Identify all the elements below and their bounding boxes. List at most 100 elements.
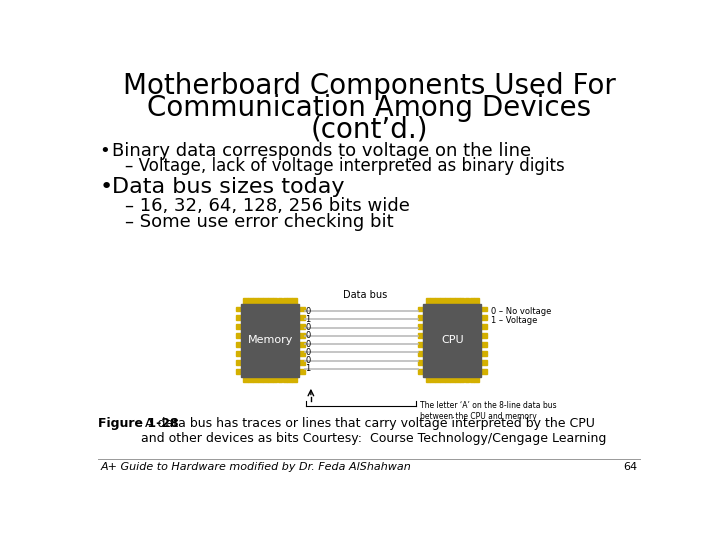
Bar — [282, 377, 287, 382]
Bar — [426, 298, 431, 303]
Bar — [440, 377, 445, 382]
Bar — [436, 377, 440, 382]
Bar — [253, 377, 258, 382]
Bar — [450, 377, 454, 382]
Bar — [258, 298, 263, 303]
Bar — [436, 298, 440, 303]
Text: Binary data corresponds to voltage on the line: Binary data corresponds to voltage on th… — [112, 142, 531, 160]
Bar — [450, 298, 454, 303]
Bar — [268, 298, 272, 303]
Bar — [263, 298, 268, 303]
Bar — [482, 360, 487, 364]
Bar — [278, 298, 282, 303]
Bar — [426, 377, 431, 382]
Bar — [300, 333, 305, 338]
Text: Figure 1-28: Figure 1-28 — [98, 417, 179, 430]
Text: •: • — [99, 142, 110, 160]
Text: 1: 1 — [305, 315, 311, 324]
Bar — [469, 298, 474, 303]
Text: CPU: CPU — [441, 335, 464, 345]
Text: 0: 0 — [305, 332, 311, 340]
Text: – Some use error checking bit: – Some use error checking bit — [125, 213, 394, 231]
Bar — [482, 369, 487, 374]
Text: Data bus: Data bus — [343, 289, 387, 300]
Bar — [418, 307, 423, 311]
Bar — [248, 298, 253, 303]
Bar — [300, 351, 305, 356]
Text: 0: 0 — [305, 356, 311, 365]
Bar — [282, 298, 287, 303]
Text: (cont’d.): (cont’d.) — [310, 116, 428, 144]
Bar — [253, 298, 258, 303]
Bar — [287, 377, 292, 382]
Bar — [273, 377, 277, 382]
Bar — [235, 307, 241, 311]
Bar — [300, 369, 305, 374]
Text: 0: 0 — [305, 340, 311, 349]
Bar — [235, 369, 241, 374]
Bar — [460, 377, 464, 382]
Text: 1: 1 — [305, 364, 311, 374]
Bar — [235, 351, 241, 356]
Text: Motherboard Components Used For: Motherboard Components Used For — [122, 72, 616, 100]
Bar — [258, 377, 263, 382]
Bar — [482, 342, 487, 347]
Text: Memory: Memory — [248, 335, 293, 345]
Bar — [469, 377, 474, 382]
Bar — [423, 303, 482, 377]
Bar — [235, 333, 241, 338]
Bar — [235, 342, 241, 347]
Text: – Voltage, lack of voltage interpreted as binary digits: – Voltage, lack of voltage interpreted a… — [125, 157, 564, 175]
Bar — [474, 377, 479, 382]
Bar — [431, 377, 435, 382]
Bar — [460, 298, 464, 303]
Bar — [235, 315, 241, 320]
Text: 1 – Voltage: 1 – Voltage — [490, 316, 537, 325]
Bar — [300, 360, 305, 364]
Bar — [268, 377, 272, 382]
Bar — [482, 307, 487, 311]
Text: A data bus has traces or lines that carry voltage interpreted by the CPU
and oth: A data bus has traces or lines that carr… — [141, 417, 606, 446]
Bar — [482, 333, 487, 338]
Bar — [455, 377, 459, 382]
Bar — [482, 315, 487, 320]
Bar — [418, 325, 423, 329]
Bar — [474, 298, 479, 303]
Bar — [263, 377, 268, 382]
Bar — [248, 377, 253, 382]
Bar — [278, 377, 282, 382]
Bar — [418, 333, 423, 338]
Bar — [418, 360, 423, 364]
Bar — [482, 351, 487, 356]
Text: 0: 0 — [305, 307, 311, 316]
Bar — [235, 360, 241, 364]
Bar — [300, 342, 305, 347]
Bar — [273, 298, 277, 303]
Text: 0: 0 — [305, 348, 311, 357]
Bar — [455, 298, 459, 303]
Bar — [241, 303, 300, 377]
Bar — [292, 377, 297, 382]
Bar — [243, 298, 248, 303]
Bar — [431, 298, 435, 303]
Bar — [235, 325, 241, 329]
Bar — [418, 369, 423, 374]
Text: Data bus sizes today: Data bus sizes today — [112, 177, 344, 197]
Bar — [418, 342, 423, 347]
Text: A+ Guide to Hardware modified by Dr. Feda AlShahwan: A+ Guide to Hardware modified by Dr. Fed… — [101, 462, 412, 472]
Text: Communication Among Devices: Communication Among Devices — [147, 94, 591, 122]
Bar — [292, 298, 297, 303]
Bar — [464, 298, 469, 303]
Text: 0: 0 — [305, 323, 311, 332]
Text: •: • — [99, 177, 112, 197]
Bar — [287, 298, 292, 303]
Bar — [440, 298, 445, 303]
Bar — [445, 377, 450, 382]
Bar — [418, 351, 423, 356]
Text: The letter ‘A’ on the 8-line data bus
between the CPU and memory: The letter ‘A’ on the 8-line data bus be… — [420, 401, 557, 421]
Bar — [445, 298, 450, 303]
Text: 0 – No voltage: 0 – No voltage — [490, 307, 551, 316]
Bar — [300, 315, 305, 320]
Bar — [300, 307, 305, 311]
Bar — [418, 315, 423, 320]
